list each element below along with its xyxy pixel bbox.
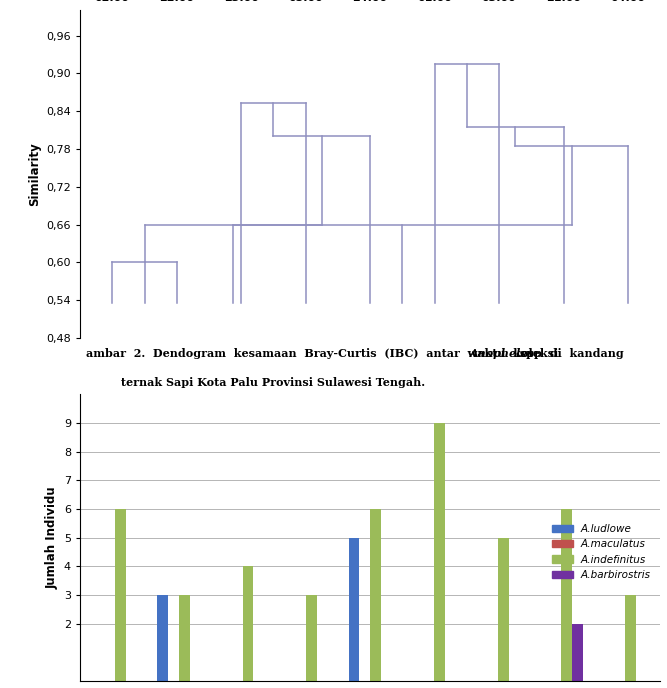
Text: spp  di  kandang: spp di kandang xyxy=(512,348,624,359)
Bar xyxy=(572,624,583,681)
Bar xyxy=(179,595,189,681)
Bar xyxy=(306,595,317,681)
Bar xyxy=(370,509,381,681)
Bar xyxy=(243,566,253,681)
Bar xyxy=(348,538,360,681)
Legend: A.ludlowe, A.maculatus, A.indefinitus, A.barbirostris: A.ludlowe, A.maculatus, A.indefinitus, A… xyxy=(548,520,655,584)
Bar xyxy=(498,538,508,681)
Text: Anopheles: Anopheles xyxy=(470,348,535,359)
Y-axis label: Similarity: Similarity xyxy=(28,142,41,206)
Bar xyxy=(157,595,168,681)
Bar xyxy=(625,595,636,681)
Y-axis label: Jumlah Individu: Jumlah Individu xyxy=(45,486,58,589)
Bar xyxy=(562,509,572,681)
Text: ternak Sapi Kota Palu Provinsi Sulawesi Tengah.: ternak Sapi Kota Palu Provinsi Sulawesi … xyxy=(86,378,425,389)
Bar xyxy=(115,509,126,681)
Text: ambar  2.  Dendogram  kesamaan  Bray-Curtis  (IBC)  antar  waktu  koleksi: ambar 2. Dendogram kesamaan Bray-Curtis … xyxy=(86,348,566,359)
Bar xyxy=(434,423,445,681)
